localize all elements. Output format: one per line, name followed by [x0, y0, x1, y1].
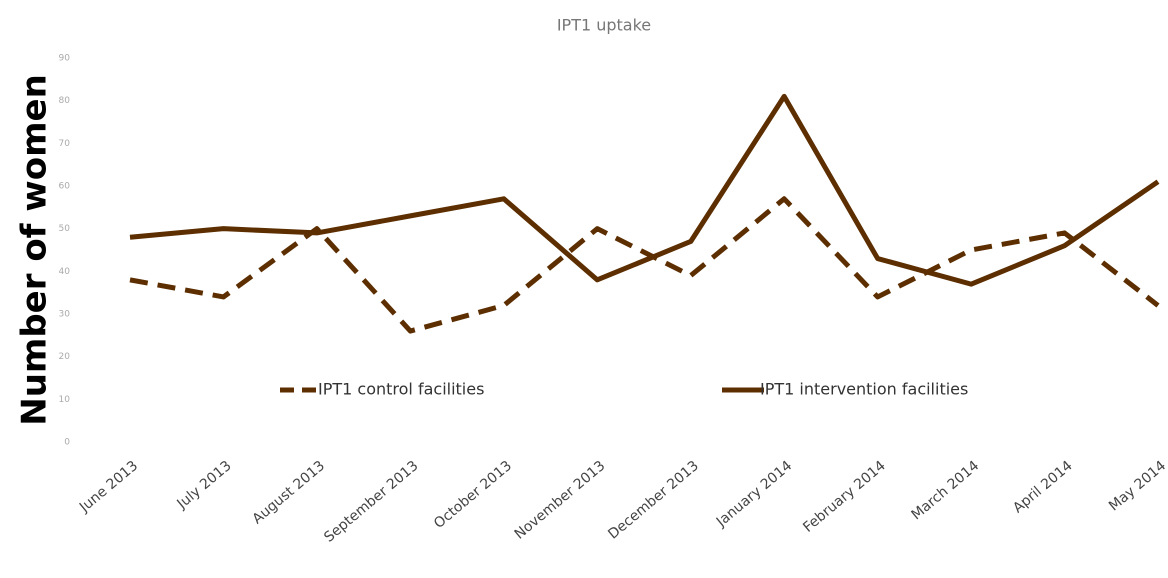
chart-title: IPT1 uptake	[557, 16, 651, 35]
data-line	[129, 93, 1160, 287]
x-tick-label: April 2014	[1010, 458, 1076, 517]
x-tick-label: December 2013	[605, 458, 702, 543]
y-tick-label: 10	[59, 395, 71, 405]
x-tick-label: September 2013	[321, 458, 421, 546]
legend-label: IPT1 control facilities	[318, 380, 484, 399]
x-tick-label: March 2014	[909, 458, 983, 524]
x-tick-label: May 2014	[1106, 458, 1168, 515]
y-axis-label: Number of women	[15, 74, 55, 426]
y-tick-label: 30	[59, 310, 71, 320]
x-tick-label: August 2013	[250, 458, 329, 528]
x-tick-label: July 2013	[174, 458, 235, 513]
x-tick-label: February 2014	[800, 458, 889, 536]
x-tick-label: June 2013	[76, 458, 141, 516]
legend-label: IPT1 intervention facilities	[760, 380, 968, 399]
y-tick-label: 20	[59, 352, 71, 362]
y-tick-label: 70	[59, 139, 71, 149]
x-tick-label: October 2013	[431, 458, 515, 532]
y-tick-label: 80	[59, 96, 71, 106]
y-tick-label: 90	[59, 54, 71, 64]
y-tick-label: 60	[59, 182, 71, 192]
y-tick-label: 0	[64, 438, 70, 448]
x-tick-label: November 2013	[512, 458, 609, 543]
data-line	[129, 196, 1160, 334]
y-tick-label: 40	[59, 267, 71, 277]
y-tick-label: 50	[59, 224, 71, 234]
x-tick-label: January 2014	[713, 458, 795, 531]
